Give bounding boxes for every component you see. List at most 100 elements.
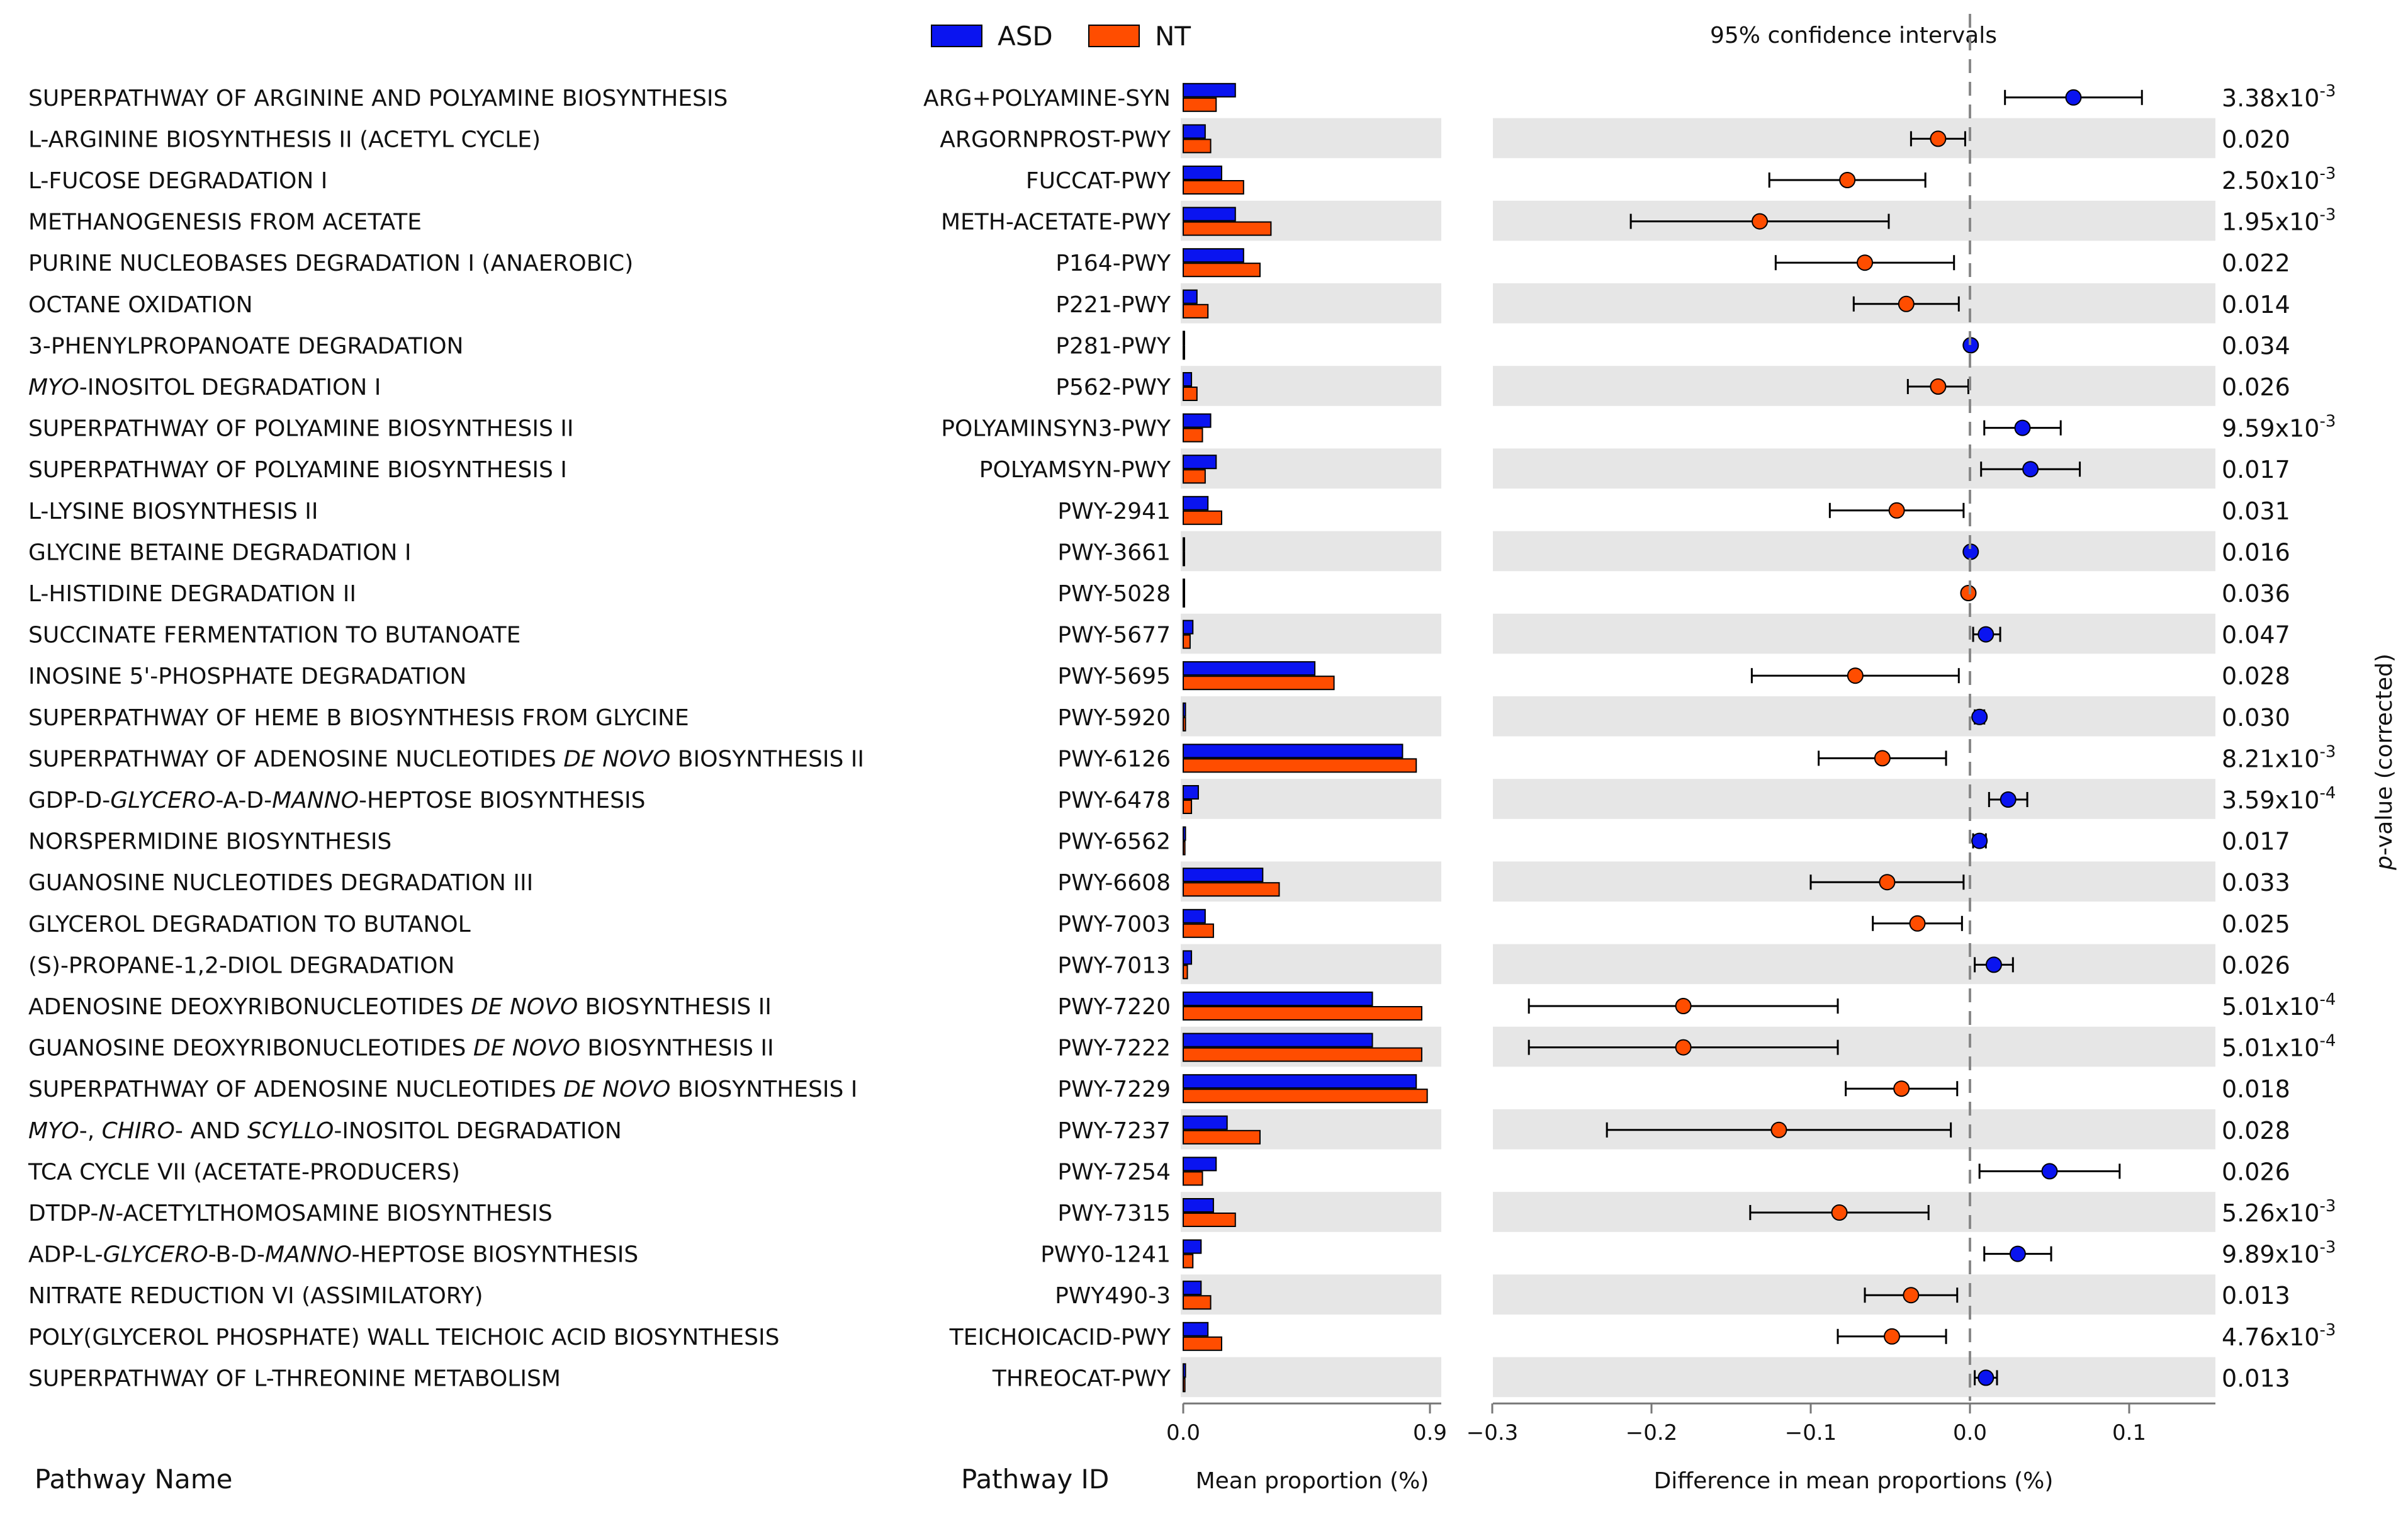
- bar-axis-tick-label: 0.9: [1413, 1420, 1447, 1445]
- pathway-name: NORSPERMIDINE BIOSYNTHESIS: [28, 829, 391, 855]
- diff-axis-tick-label: 0.0: [1953, 1420, 1987, 1445]
- p-value: 5.26x10-3: [2222, 1197, 2336, 1227]
- pvalue-axis-label: p-value (corrected): [2371, 653, 2397, 871]
- pathway-row: (S)-PROPANE-1,2-DIOL DEGRADATION PWY-7013…: [28, 950, 2290, 980]
- row-band-bar: [1181, 366, 1441, 406]
- diff-point: [2014, 419, 2031, 436]
- pathway-row: SUPERPATHWAY OF POLYAMINE BIOSYNTHESIS I…: [28, 455, 2290, 484]
- bar-asd: [1183, 579, 1185, 593]
- pathway-row: L-LYSINE BIOSYNTHESIS II PWY-2941 0.031: [28, 495, 2290, 525]
- bar-asd: [1183, 1074, 1417, 1089]
- bar-asd: [1183, 455, 1217, 470]
- diff-axis-tick-label: −0.3: [1466, 1420, 1519, 1445]
- bar-asd: [1183, 331, 1185, 346]
- p-value: 3.59x10-4: [2222, 784, 2336, 814]
- bar-asd: [1183, 289, 1198, 304]
- pathway-name: MYO-INOSITOL DEGRADATION I: [28, 375, 381, 400]
- bar-asd: [1183, 537, 1185, 552]
- diff-point: [1752, 213, 1769, 230]
- pathway-id: PWY-5920: [1057, 705, 1171, 731]
- bar-asd: [1183, 1198, 1214, 1213]
- bar-asd: [1183, 1363, 1186, 1378]
- bar-asd: [1183, 826, 1186, 841]
- p-value: 3.38x10-3: [2222, 82, 2336, 112]
- p-value: 1.95x10-3: [2222, 206, 2336, 236]
- row-band-diff: [1493, 1274, 2215, 1315]
- pathway-name: ADENOSINE DEOXYRIBONUCLEOTIDES DE NOVO B…: [28, 994, 772, 1020]
- bar-nt: [1183, 923, 1214, 938]
- p-value: 0.028: [2222, 1117, 2290, 1145]
- pathway-row: SUPERPATHWAY OF ARGININE AND POLYAMINE B…: [28, 82, 2336, 112]
- pathway-name: TCA CYCLE VII (ACETATE-PRODUCERS): [28, 1159, 460, 1185]
- pathway-id: PWY-7220: [1057, 994, 1171, 1020]
- pathway-row: GUANOSINE NUCLEOTIDES DEGRADATION III PWY…: [28, 868, 2290, 897]
- p-value: 0.017: [2222, 828, 2290, 856]
- pathway-id: THREOCAT-PWY: [992, 1366, 1171, 1391]
- diff-point: [1857, 254, 1874, 271]
- p-value: 0.033: [2222, 869, 2290, 897]
- pathway-name: L-ARGININE BIOSYNTHESIS II (ACETYL CYCLE…: [28, 127, 541, 152]
- diff-point: [1930, 378, 1947, 395]
- bar-nt: [1183, 634, 1191, 649]
- bar-asd: [1183, 1281, 1202, 1296]
- p-value: 5.01x10-4: [2222, 990, 2336, 1021]
- pathway-row: SUPERPATHWAY OF HEME B BIOSYNTHESIS FROM…: [28, 702, 2290, 732]
- pathway-name: GUANOSINE DEOXYRIBONUCLEOTIDES DE NOVO B…: [28, 1036, 774, 1061]
- pathway-name: L-FUCOSE DEGRADATION I: [28, 168, 327, 194]
- p-value: 0.026: [2222, 951, 2290, 979]
- p-value: 0.028: [2222, 662, 2290, 690]
- diff-point: [2065, 89, 2082, 106]
- bar-asd: [1183, 413, 1212, 428]
- pathway-id: PWY-7254: [1057, 1159, 1171, 1185]
- p-value: 0.022: [2222, 249, 2290, 277]
- legend: ASD NT: [931, 21, 1191, 52]
- diff-axis-label: Difference in mean proportions (%): [1654, 1468, 2054, 1494]
- pathway-id: PWY-3661: [1057, 540, 1171, 565]
- diff-point: [1888, 502, 1905, 519]
- pathway-id: PWY-7013: [1057, 953, 1171, 978]
- bar-nt: [1183, 1377, 1186, 1393]
- p-value: 0.036: [2222, 580, 2290, 608]
- bar-nt: [1183, 97, 1217, 112]
- pathway-row: METHANOGENESIS FROM ACETATE METH-ACETATE-…: [28, 206, 2336, 236]
- pathway-row: TCA CYCLE VII (ACETATE-PRODUCERS) PWY-725…: [28, 1157, 2290, 1186]
- bar-asd: [1183, 206, 1236, 222]
- bar-nt: [1183, 1336, 1222, 1351]
- pathway-name: SUPERPATHWAY OF HEME B BIOSYNTHESIS FROM…: [28, 705, 689, 731]
- bar-asd: [1183, 1157, 1217, 1172]
- pathway-row: DTDP-N-ACETYLTHOMOSAMINE BIOSYNTHESIS PWY…: [28, 1197, 2336, 1227]
- bar-nt: [1183, 1213, 1236, 1227]
- pathway-id: PWY-6608: [1057, 870, 1171, 896]
- pathway-name: ADP-L-GLYCERO-B-D-MANNO-HEPTOSE BIOSYNTH…: [28, 1242, 638, 1268]
- bar-asd: [1183, 372, 1193, 387]
- pathway-id: PWY-2941: [1057, 499, 1171, 524]
- bar-asd: [1183, 1239, 1202, 1254]
- bar-asd: [1183, 248, 1244, 263]
- bar-nt: [1183, 180, 1244, 195]
- row-band-bar: [1181, 613, 1441, 654]
- pathway-id: PWY-5028: [1057, 581, 1171, 607]
- pathway-row: GUANOSINE DEOXYRIBONUCLEOTIDES DE NOVO B…: [28, 1032, 2336, 1062]
- bar-nt: [1183, 510, 1222, 525]
- p-value: 5.01x10-4: [2222, 1032, 2336, 1062]
- diff-axis-tick-label: −0.2: [1626, 1420, 1678, 1445]
- bar-nt: [1183, 1047, 1422, 1062]
- pathway-id: P562-PWY: [1055, 375, 1171, 400]
- diff-point: [2000, 791, 2017, 808]
- pathway-name: OCTANE OXIDATION: [28, 292, 253, 318]
- pathway-id: POLYAMINSYN3-PWY: [941, 416, 1171, 442]
- p-value: 9.89x10-3: [2222, 1238, 2336, 1269]
- legend-label-nt: NT: [1155, 21, 1191, 52]
- diff-point: [1770, 1121, 1787, 1138]
- bar-asd: [1183, 619, 1194, 635]
- diff-point: [1831, 1204, 1848, 1221]
- bar-nt: [1183, 427, 1203, 443]
- row-band-diff: [1493, 448, 2215, 489]
- pathway-name: SUPERPATHWAY OF ARGININE AND POLYAMINE B…: [28, 86, 728, 111]
- row-band-diff: [1493, 531, 2215, 572]
- diff-point: [1879, 874, 1896, 891]
- bar-nt: [1183, 800, 1193, 814]
- pathway-row: ADENOSINE DEOXYRIBONUCLEOTIDES DE NOVO B…: [28, 990, 2336, 1021]
- bar-asd: [1183, 702, 1186, 717]
